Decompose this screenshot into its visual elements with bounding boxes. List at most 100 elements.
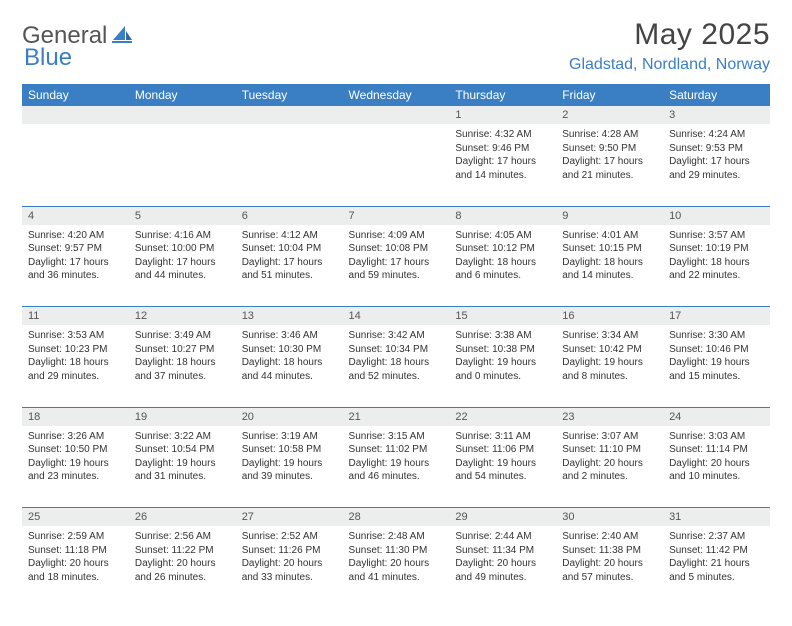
day-cell: Sunrise: 3:07 AMSunset: 11:10 PMDaylight… [556,426,663,508]
day-number: 9 [556,206,663,225]
sunset-text: Sunset: 10:23 PM [28,343,123,357]
sunrise-text: Sunrise: 4:12 AM [242,229,337,243]
day-cell: Sunrise: 3:15 AMSunset: 11:02 PMDaylight… [343,426,450,508]
sunset-text: Sunset: 10:34 PM [349,343,444,357]
sunrise-text: Sunrise: 4:28 AM [562,128,657,142]
sunrise-text: Sunrise: 2:59 AM [28,530,123,544]
logo-text-blue: Blue [24,44,72,71]
sunrise-text: Sunrise: 3:11 AM [455,430,550,444]
sunset-text: Sunset: 9:53 PM [669,142,764,156]
day-number: 19 [129,407,236,426]
sunset-text: Sunset: 10:15 PM [562,242,657,256]
day-cell: Sunrise: 2:56 AMSunset: 11:22 PMDaylight… [129,526,236,608]
day-number: 22 [449,407,556,426]
day-cell: Sunrise: 3:19 AMSunset: 10:58 PMDaylight… [236,426,343,508]
sunset-text: Sunset: 10:38 PM [455,343,550,357]
day-number: 23 [556,407,663,426]
calendar-body: 123Sunrise: 4:32 AMSunset: 9:46 PMDaylig… [22,106,770,608]
sunset-text: Sunset: 10:50 PM [28,443,123,457]
day-cell-body: Sunrise: 4:28 AMSunset: 9:50 PMDaylight:… [556,124,663,186]
sunset-text: Sunset: 11:14 PM [669,443,764,457]
day-body-row: Sunrise: 2:59 AMSunset: 11:18 PMDaylight… [22,526,770,608]
sunrise-text: Sunrise: 4:32 AM [455,128,550,142]
day-number-row: 18192021222324 [22,407,770,426]
daylight-text: Daylight: 17 hours and 21 minutes. [562,155,657,182]
day-cell-body: Sunrise: 3:49 AMSunset: 10:27 PMDaylight… [129,325,236,387]
sunrise-text: Sunrise: 2:44 AM [455,530,550,544]
sunset-text: Sunset: 10:19 PM [669,242,764,256]
day-cell-body: Sunrise: 3:15 AMSunset: 11:02 PMDaylight… [343,426,450,488]
daylight-text: Daylight: 20 hours and 26 minutes. [135,557,230,584]
sunset-text: Sunset: 9:50 PM [562,142,657,156]
day-cell: Sunrise: 3:11 AMSunset: 11:06 PMDaylight… [449,426,556,508]
day-cell-body: Sunrise: 4:12 AMSunset: 10:04 PMDaylight… [236,225,343,287]
day-number: 2 [556,106,663,124]
day-cell-body: Sunrise: 2:52 AMSunset: 11:26 PMDaylight… [236,526,343,588]
day-number: 14 [343,307,450,326]
sunrise-text: Sunrise: 3:19 AM [242,430,337,444]
day-cell [343,124,450,206]
day-cell-body [22,124,129,132]
daylight-text: Daylight: 18 hours and 37 minutes. [135,356,230,383]
weekday-header-row: Sunday Monday Tuesday Wednesday Thursday… [22,84,770,106]
logo-blue-wrap: Blue [24,44,72,72]
weekday-thursday: Thursday [449,84,556,106]
sunset-text: Sunset: 9:46 PM [455,142,550,156]
day-cell-body: Sunrise: 4:32 AMSunset: 9:46 PMDaylight:… [449,124,556,186]
daylight-text: Daylight: 20 hours and 33 minutes. [242,557,337,584]
day-cell-body: Sunrise: 4:24 AMSunset: 9:53 PMDaylight:… [663,124,770,186]
sunrise-text: Sunrise: 3:46 AM [242,329,337,343]
daylight-text: Daylight: 19 hours and 0 minutes. [455,356,550,383]
day-cell-body: Sunrise: 3:26 AMSunset: 10:50 PMDaylight… [22,426,129,488]
sunset-text: Sunset: 11:30 PM [349,544,444,558]
calendar-page: General May 2025 Gladstad, Nordland, Nor… [0,0,792,626]
day-cell-body: Sunrise: 2:37 AMSunset: 11:42 PMDaylight… [663,526,770,588]
sunrise-text: Sunrise: 3:57 AM [669,229,764,243]
sunrise-text: Sunrise: 3:30 AM [669,329,764,343]
daylight-text: Daylight: 18 hours and 14 minutes. [562,256,657,283]
day-cell-body: Sunrise: 2:56 AMSunset: 11:22 PMDaylight… [129,526,236,588]
day-cell-body: Sunrise: 3:38 AMSunset: 10:38 PMDaylight… [449,325,556,387]
day-number: 25 [22,508,129,527]
day-cell: Sunrise: 3:38 AMSunset: 10:38 PMDaylight… [449,325,556,407]
day-cell: Sunrise: 4:24 AMSunset: 9:53 PMDaylight:… [663,124,770,206]
daylight-text: Daylight: 20 hours and 49 minutes. [455,557,550,584]
sunrise-text: Sunrise: 3:34 AM [562,329,657,343]
day-number: 18 [22,407,129,426]
day-cell: Sunrise: 3:34 AMSunset: 10:42 PMDaylight… [556,325,663,407]
daylight-text: Daylight: 19 hours and 46 minutes. [349,457,444,484]
weekday-monday: Monday [129,84,236,106]
day-cell: Sunrise: 3:49 AMSunset: 10:27 PMDaylight… [129,325,236,407]
sunset-text: Sunset: 11:06 PM [455,443,550,457]
sunset-text: Sunset: 11:42 PM [669,544,764,558]
day-cell-body [236,124,343,132]
daylight-text: Daylight: 18 hours and 6 minutes. [455,256,550,283]
day-cell-body: Sunrise: 3:46 AMSunset: 10:30 PMDaylight… [236,325,343,387]
day-number: 27 [236,508,343,527]
sunset-text: Sunset: 10:42 PM [562,343,657,357]
day-number: 26 [129,508,236,527]
day-cell: Sunrise: 4:12 AMSunset: 10:04 PMDaylight… [236,225,343,307]
daylight-text: Daylight: 19 hours and 54 minutes. [455,457,550,484]
day-cell: Sunrise: 3:46 AMSunset: 10:30 PMDaylight… [236,325,343,407]
daylight-text: Daylight: 17 hours and 36 minutes. [28,256,123,283]
day-cell: Sunrise: 3:26 AMSunset: 10:50 PMDaylight… [22,426,129,508]
day-cell-body: Sunrise: 4:05 AMSunset: 10:12 PMDaylight… [449,225,556,287]
day-number: 16 [556,307,663,326]
sunset-text: Sunset: 11:02 PM [349,443,444,457]
day-number: 29 [449,508,556,527]
sunrise-text: Sunrise: 3:22 AM [135,430,230,444]
sunset-text: Sunset: 11:22 PM [135,544,230,558]
day-cell-body: Sunrise: 3:57 AMSunset: 10:19 PMDaylight… [663,225,770,287]
day-cell-body: Sunrise: 2:48 AMSunset: 11:30 PMDaylight… [343,526,450,588]
calendar-table: Sunday Monday Tuesday Wednesday Thursday… [22,84,770,608]
day-number [22,106,129,124]
weekday-sunday: Sunday [22,84,129,106]
sunrise-text: Sunrise: 3:15 AM [349,430,444,444]
daylight-text: Daylight: 19 hours and 8 minutes. [562,356,657,383]
day-body-row: Sunrise: 3:26 AMSunset: 10:50 PMDaylight… [22,426,770,508]
daylight-text: Daylight: 20 hours and 2 minutes. [562,457,657,484]
day-cell: Sunrise: 2:44 AMSunset: 11:34 PMDaylight… [449,526,556,608]
day-cell [129,124,236,206]
day-number: 30 [556,508,663,527]
